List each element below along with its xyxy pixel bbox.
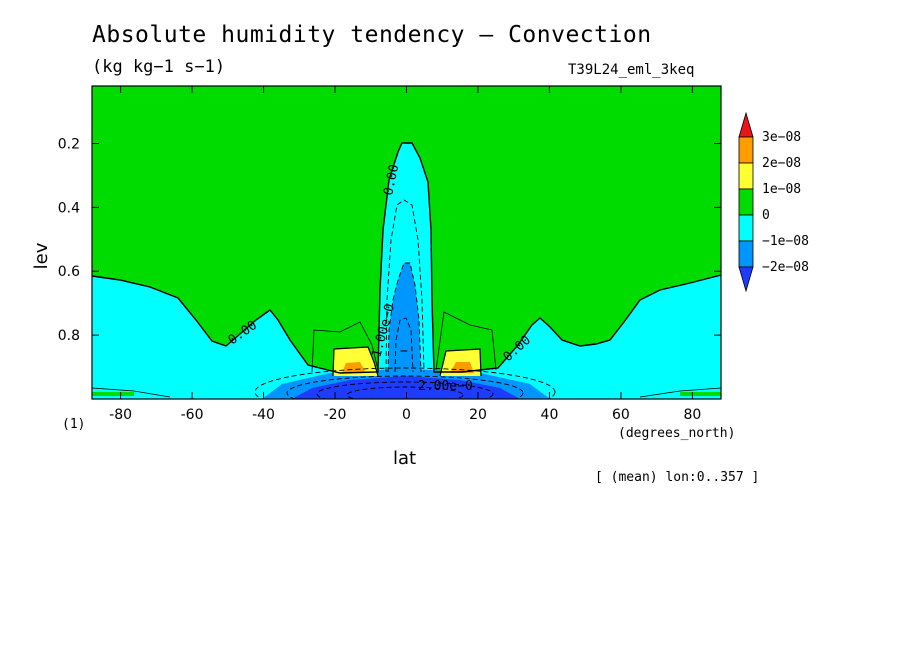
contour-label: 0.00 [381, 163, 402, 197]
chart-title: Absolute humidity tendency — Convection [92, 22, 652, 48]
contour-polar-north [639, 387, 721, 398]
x-tick-label: -20 [324, 407, 347, 423]
colorbar-label: 2e−08 [762, 156, 801, 171]
footnote: [ (mean) lon:0..357 ] [595, 470, 759, 485]
contour-positive-north [435, 311, 497, 371]
x-axis: -80 -60 -40 -20 0 20 40 60 80 [109, 86, 701, 423]
x-tick-label: -80 [109, 407, 132, 423]
contour-negative-bl-4 [346, 386, 464, 399]
region-polar-moistening [92, 275, 721, 399]
contour-positive-yellow-north [439, 348, 482, 377]
chart-units: (kg kg−1 s−1) [92, 57, 226, 77]
colorbar-segment [738, 136, 754, 164]
contour-negative-column-2 [387, 262, 422, 373]
contour-negative-column-1 [385, 199, 425, 373]
x-tick-label: 60 [612, 407, 630, 423]
x-tick-label: 0 [402, 407, 411, 423]
colorbar-top-arrow [738, 111, 754, 138]
contour-negative-bl-3 [316, 381, 494, 399]
y-tick-label: 0.4 [58, 200, 80, 216]
colorbar-segment [738, 240, 754, 268]
colorbar-bottom-arrow [738, 266, 754, 293]
y-axis: 0.2 0.4 0.6 0.8 [58, 136, 721, 344]
colorbar-segment [738, 214, 754, 242]
y-axis-label: lev [31, 242, 52, 269]
colorbar-label: 1e−08 [762, 182, 801, 197]
region-polar-surface-north [680, 392, 721, 396]
x-tick-label: -60 [181, 407, 204, 423]
y-tick-label: 0.2 [58, 136, 80, 152]
contour-polar-south [92, 387, 171, 398]
colorbar: 3e−08 2e−08 1e−08 0 −1e−08 −2e−08 [738, 111, 809, 293]
contour-label: 2.00e−0 [418, 379, 473, 394]
contour-positive-south [311, 321, 379, 373]
colorbar-segment [738, 188, 754, 216]
contour-negative-bl-2 [286, 375, 524, 399]
plot-area [92, 86, 721, 399]
x-axis-units: (degrees_north) [618, 426, 735, 441]
contour-negative-bl-1 [254, 367, 556, 399]
contour-negative-column-3 [394, 317, 414, 373]
run-name: T39L24_eml_3keq [568, 62, 695, 78]
contour-zero-line [92, 142, 721, 374]
x-tick-label: 40 [541, 407, 559, 423]
x-axis-label: lat [393, 448, 416, 469]
x-tick-label: 20 [469, 407, 487, 423]
region-equatorial-core [388, 263, 421, 378]
x-tick-label: -40 [252, 407, 275, 423]
region-polar-surface-south [92, 392, 134, 396]
colorbar-segment [738, 162, 754, 190]
contour-label: − [400, 344, 408, 359]
x-tick-label: 80 [683, 407, 701, 423]
colorbar-label: −2e−08 [762, 260, 809, 275]
y-tick-label: 0.8 [58, 328, 80, 344]
colorbar-label: −1e−08 [762, 234, 809, 249]
y-tick-label: 0.6 [58, 264, 80, 280]
colorbar-label: 3e−08 [762, 130, 801, 145]
panel-label: (1) [62, 417, 85, 432]
colorbar-label: 0 [762, 208, 770, 223]
contour-positive-yellow-south [332, 346, 379, 377]
